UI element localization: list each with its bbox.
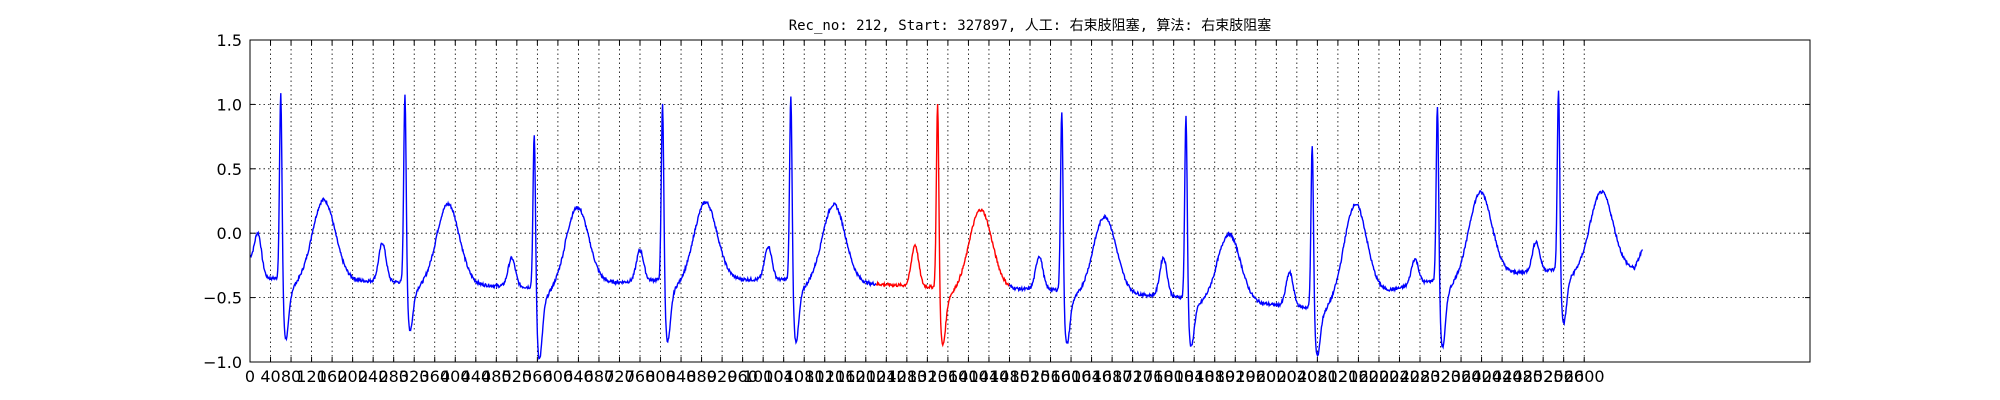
x-tick-label: 1040 xyxy=(763,367,804,386)
x-tick-label: 760 xyxy=(625,367,656,386)
x-tick-label: 1640 xyxy=(1071,367,1112,386)
x-tick-label: 2560 xyxy=(1543,367,1584,386)
x-tick-label: 0 xyxy=(245,367,255,386)
y-tick-label: 0.5 xyxy=(217,160,242,179)
x-tick-label: 600 xyxy=(543,367,574,386)
x-tick-label: 320 xyxy=(399,367,430,386)
x-tick-label: 2400 xyxy=(1461,367,1502,386)
x-tick-label: 1600 xyxy=(1051,367,1092,386)
x-axis-ticks: 0 40 8012016020024028032036040044048052056… xyxy=(245,40,1605,386)
x-tick-label: 2080 xyxy=(1297,367,1338,386)
x-tick-label: 680 xyxy=(584,367,615,386)
x-tick-label: 480 xyxy=(481,367,512,386)
x-tick-label: 2360 xyxy=(1441,367,1482,386)
x-tick-label: 2240 xyxy=(1379,367,1420,386)
x-tick-label: 280 xyxy=(378,367,409,386)
x-tick-label: 400 xyxy=(440,367,471,386)
y-tick-label: −1.0 xyxy=(203,353,242,372)
x-tick-label: 1000 xyxy=(743,367,784,386)
x-tick-label: 1200 xyxy=(845,367,886,386)
plot-frame xyxy=(249,39,1811,363)
y-tick-label: 1.0 xyxy=(217,95,242,114)
x-tick-label: 1720 xyxy=(1112,367,1153,386)
y-tick-label: −0.5 xyxy=(203,289,242,308)
x-tick-label: 1320 xyxy=(907,367,948,386)
x-tick-label: 2600 xyxy=(1564,367,1605,386)
x-tick-label: 2440 xyxy=(1482,367,1523,386)
x-tick-label: 1680 xyxy=(1092,367,1133,386)
x-tick-label: 720 xyxy=(604,367,635,386)
y-axis-ticks: −1.0 −0.5 0.0 0.5 1.0 1.5 xyxy=(203,31,1810,372)
x-tick-label: 1480 xyxy=(989,367,1030,386)
x-tick-label: 120 xyxy=(296,367,327,386)
x-tick-label: 240 xyxy=(358,367,389,386)
ecg-trace-normal xyxy=(249,93,877,360)
x-tick-label: 880 xyxy=(686,367,717,386)
x-tick-label: 2320 xyxy=(1420,367,1461,386)
x-tick-label: 2480 xyxy=(1502,367,1543,386)
x-tick-label: 1880 xyxy=(1194,367,1235,386)
x-tick-label: 40 xyxy=(260,367,280,386)
x-tick-label: 1800 xyxy=(1153,367,1194,386)
x-tick-label: 2280 xyxy=(1400,367,1441,386)
x-tick-label: 800 xyxy=(645,367,676,386)
x-tick-label: 2120 xyxy=(1318,367,1359,386)
x-tick-label: 360 xyxy=(419,367,450,386)
x-tick-label: 920 xyxy=(707,367,738,386)
x-tick-label: 1760 xyxy=(1133,367,1174,386)
x-tick-label: 440 xyxy=(461,367,492,386)
x-tick-label: 1120 xyxy=(804,367,845,386)
x-tick-label: 1520 xyxy=(1010,367,1051,386)
x-tick-label: 1400 xyxy=(948,367,989,386)
x-tick-label: 640 xyxy=(563,367,594,386)
x-tick-label: 1840 xyxy=(1174,367,1215,386)
ecg-series xyxy=(249,90,1643,360)
x-tick-label: 2000 xyxy=(1256,367,1297,386)
x-tick-label: 200 xyxy=(337,367,368,386)
ecg-trace-highlighted-beat xyxy=(876,104,1011,348)
x-tick-label: 1920 xyxy=(1215,367,1256,386)
x-tick-label: 2160 xyxy=(1338,367,1379,386)
x-tick-label: 1560 xyxy=(1030,367,1071,386)
x-tick-label: 2520 xyxy=(1523,367,1564,386)
x-tick-label: 1960 xyxy=(1235,367,1276,386)
x-tick-label: 520 xyxy=(502,367,533,386)
ecg-trace-normal xyxy=(1008,90,1643,358)
x-tick-label: 1360 xyxy=(928,367,969,386)
x-tick-label: 1440 xyxy=(969,367,1010,386)
x-tick-label: 80 xyxy=(281,367,301,386)
x-tick-label: 1080 xyxy=(784,367,825,386)
chart-title: Rec_no: 212, Start: 327897, 人工: 右束肢阻塞, 算… xyxy=(789,17,1272,34)
x-tick-label: 960 xyxy=(727,367,758,386)
x-tick-label: 1280 xyxy=(886,367,927,386)
x-tick-label: 2200 xyxy=(1359,367,1400,386)
x-tick-label: 160 xyxy=(317,367,348,386)
x-tick-label: 560 xyxy=(522,367,553,386)
x-tick-label: 1240 xyxy=(866,367,907,386)
y-tick-label: 0.0 xyxy=(217,224,242,243)
y-tick-label: 1.5 xyxy=(217,31,242,50)
x-tick-label: 840 xyxy=(666,367,697,386)
grid-lines xyxy=(250,40,1810,362)
x-tick-label: 1160 xyxy=(825,367,866,386)
x-tick-label: 2040 xyxy=(1276,367,1317,386)
